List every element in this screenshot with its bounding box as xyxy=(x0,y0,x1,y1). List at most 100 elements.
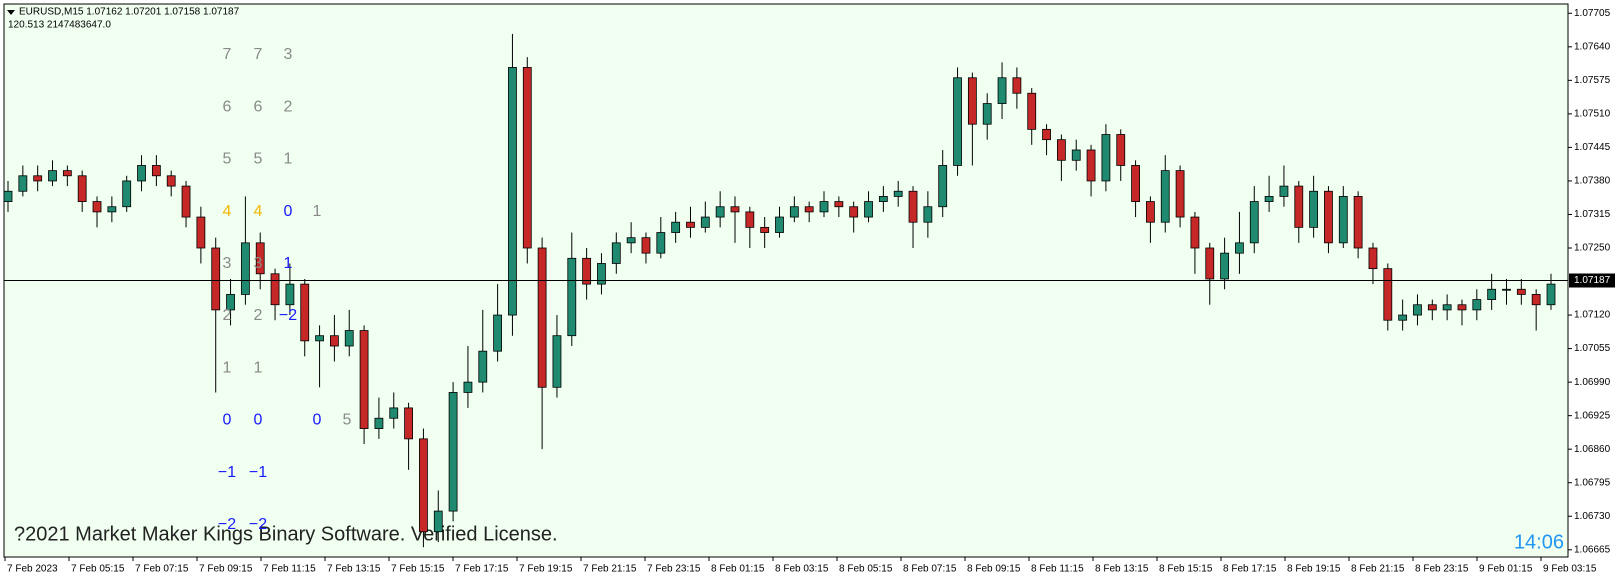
x-tick-label: 8 Feb 05:15 xyxy=(839,564,893,575)
candle-body xyxy=(433,510,443,533)
candle-body xyxy=(1442,304,1452,311)
indicator-digit: 5 xyxy=(223,151,232,168)
candle-body xyxy=(1398,314,1408,321)
x-tick-label: 8 Feb 07:15 xyxy=(903,564,957,575)
current-price-box xyxy=(1569,273,1615,288)
candle-body xyxy=(493,314,503,352)
candle-body xyxy=(1220,252,1229,280)
candle-body xyxy=(997,77,1007,104)
candle-body xyxy=(967,77,977,125)
candle-body xyxy=(255,242,265,275)
candle-body xyxy=(537,247,547,388)
x-tick-label: 7 Feb 09:15 xyxy=(199,564,253,575)
indicator-digit: 3 xyxy=(223,255,232,272)
candle-body xyxy=(1531,294,1541,306)
candle-body xyxy=(1279,185,1289,197)
candle-body xyxy=(1205,247,1215,280)
x-tick-label: 8 Feb 09:15 xyxy=(967,564,1021,575)
candle-body xyxy=(567,257,577,337)
candle-body xyxy=(715,206,725,218)
candle-body xyxy=(641,237,651,254)
indicator-digit: 0 xyxy=(284,203,293,220)
y-tick-label: 1.07445 xyxy=(1574,142,1611,153)
candle-body xyxy=(938,165,948,208)
candle-body xyxy=(1502,288,1511,291)
candle-body xyxy=(819,201,829,213)
candle-body xyxy=(953,77,962,166)
candle-body xyxy=(211,247,221,311)
x-tick-label: 9 Feb 03:15 xyxy=(1543,564,1597,575)
y-tick-label: 1.06665 xyxy=(1574,544,1611,555)
candle-body xyxy=(1101,134,1111,182)
candle-body xyxy=(1457,304,1467,311)
candle-body xyxy=(107,206,117,213)
x-tick-label: 8 Feb 19:15 xyxy=(1287,564,1341,575)
candle-body xyxy=(1116,134,1126,166)
candle-body xyxy=(463,381,473,393)
indicator-digit: 4 xyxy=(223,203,232,220)
y-tick-label: 1.06990 xyxy=(1574,377,1611,388)
x-tick-label: 7 Feb 13:15 xyxy=(327,564,381,575)
indicator-digit: 0 xyxy=(254,412,263,429)
y-tick-label: 1.07120 xyxy=(1574,310,1611,321)
candle-body xyxy=(878,196,888,202)
x-tick-label: 8 Feb 03:15 xyxy=(775,564,829,575)
candle-body xyxy=(1249,201,1259,244)
candle-body xyxy=(552,335,562,388)
candle-body xyxy=(419,438,428,533)
candle-body xyxy=(330,335,339,347)
candle-body xyxy=(1353,196,1363,249)
candle-body xyxy=(1042,128,1051,141)
indicator-digit: 2 xyxy=(223,307,232,324)
symbol-line: EURUSD,M15 1.07162 1.07201 1.07158 1.071… xyxy=(19,7,240,18)
candle-body xyxy=(448,392,458,512)
candle-body xyxy=(1427,304,1437,311)
y-tick-label: 1.07575 xyxy=(1574,75,1611,86)
footer-text: ?2021 Market Maker Kings Binary Software… xyxy=(14,523,558,545)
candle-body xyxy=(137,165,146,182)
candle-body xyxy=(1056,139,1066,161)
indicator-digit: 3 xyxy=(254,255,263,272)
candle-body xyxy=(1027,92,1037,130)
indicator-digit: 1 xyxy=(284,151,293,168)
candle-body xyxy=(775,216,784,233)
indicator-digit: 4 xyxy=(254,203,263,220)
indicator-digit: 5 xyxy=(254,151,263,168)
candle-body xyxy=(92,201,102,213)
y-tick-label: 1.07315 xyxy=(1574,209,1611,220)
x-tick-label: 9 Feb 01:15 xyxy=(1479,564,1533,575)
indicator-digit: 1 xyxy=(223,359,232,376)
indicator-digit: 0 xyxy=(313,412,322,429)
candle-body xyxy=(226,294,235,311)
candle-body xyxy=(1324,190,1333,244)
candle-body xyxy=(1175,170,1185,218)
candle-body xyxy=(804,206,814,213)
candle-body xyxy=(122,180,132,208)
x-tick-label: 7 Feb 11:15 xyxy=(263,564,316,575)
x-tick-label: 8 Feb 15:15 xyxy=(1159,564,1213,575)
candle-body xyxy=(1086,149,1096,182)
candle-body xyxy=(982,103,992,125)
indicator-digit: −2 xyxy=(249,516,267,533)
y-tick-label: 1.07640 xyxy=(1574,41,1611,52)
candle-body xyxy=(671,221,681,233)
menu-triangle[interactable] xyxy=(7,10,15,15)
candle-body xyxy=(1546,283,1556,306)
x-tick-label: 7 Feb 17:15 xyxy=(455,564,509,575)
x-tick-label: 8 Feb 11:15 xyxy=(1031,564,1084,575)
candle-body xyxy=(1146,201,1155,223)
indicator-digit: 1 xyxy=(254,359,263,376)
y-tick-label: 1.06860 xyxy=(1574,444,1611,455)
candle-body xyxy=(240,242,250,295)
x-tick-label: 7 Feb 07:15 xyxy=(135,564,189,575)
indicator-digit: −1 xyxy=(218,464,236,481)
info-line: 120.513 2147483647.0 xyxy=(8,20,111,31)
candle-body xyxy=(700,216,710,228)
indicator-digit: −1 xyxy=(249,464,267,481)
candle-body xyxy=(77,175,87,202)
candle-body xyxy=(789,206,799,218)
x-tick-label: 7 Feb 21:15 xyxy=(583,564,637,575)
indicator-digit: 1 xyxy=(284,255,293,272)
candle-body xyxy=(760,226,770,233)
candle-body xyxy=(1309,190,1319,228)
